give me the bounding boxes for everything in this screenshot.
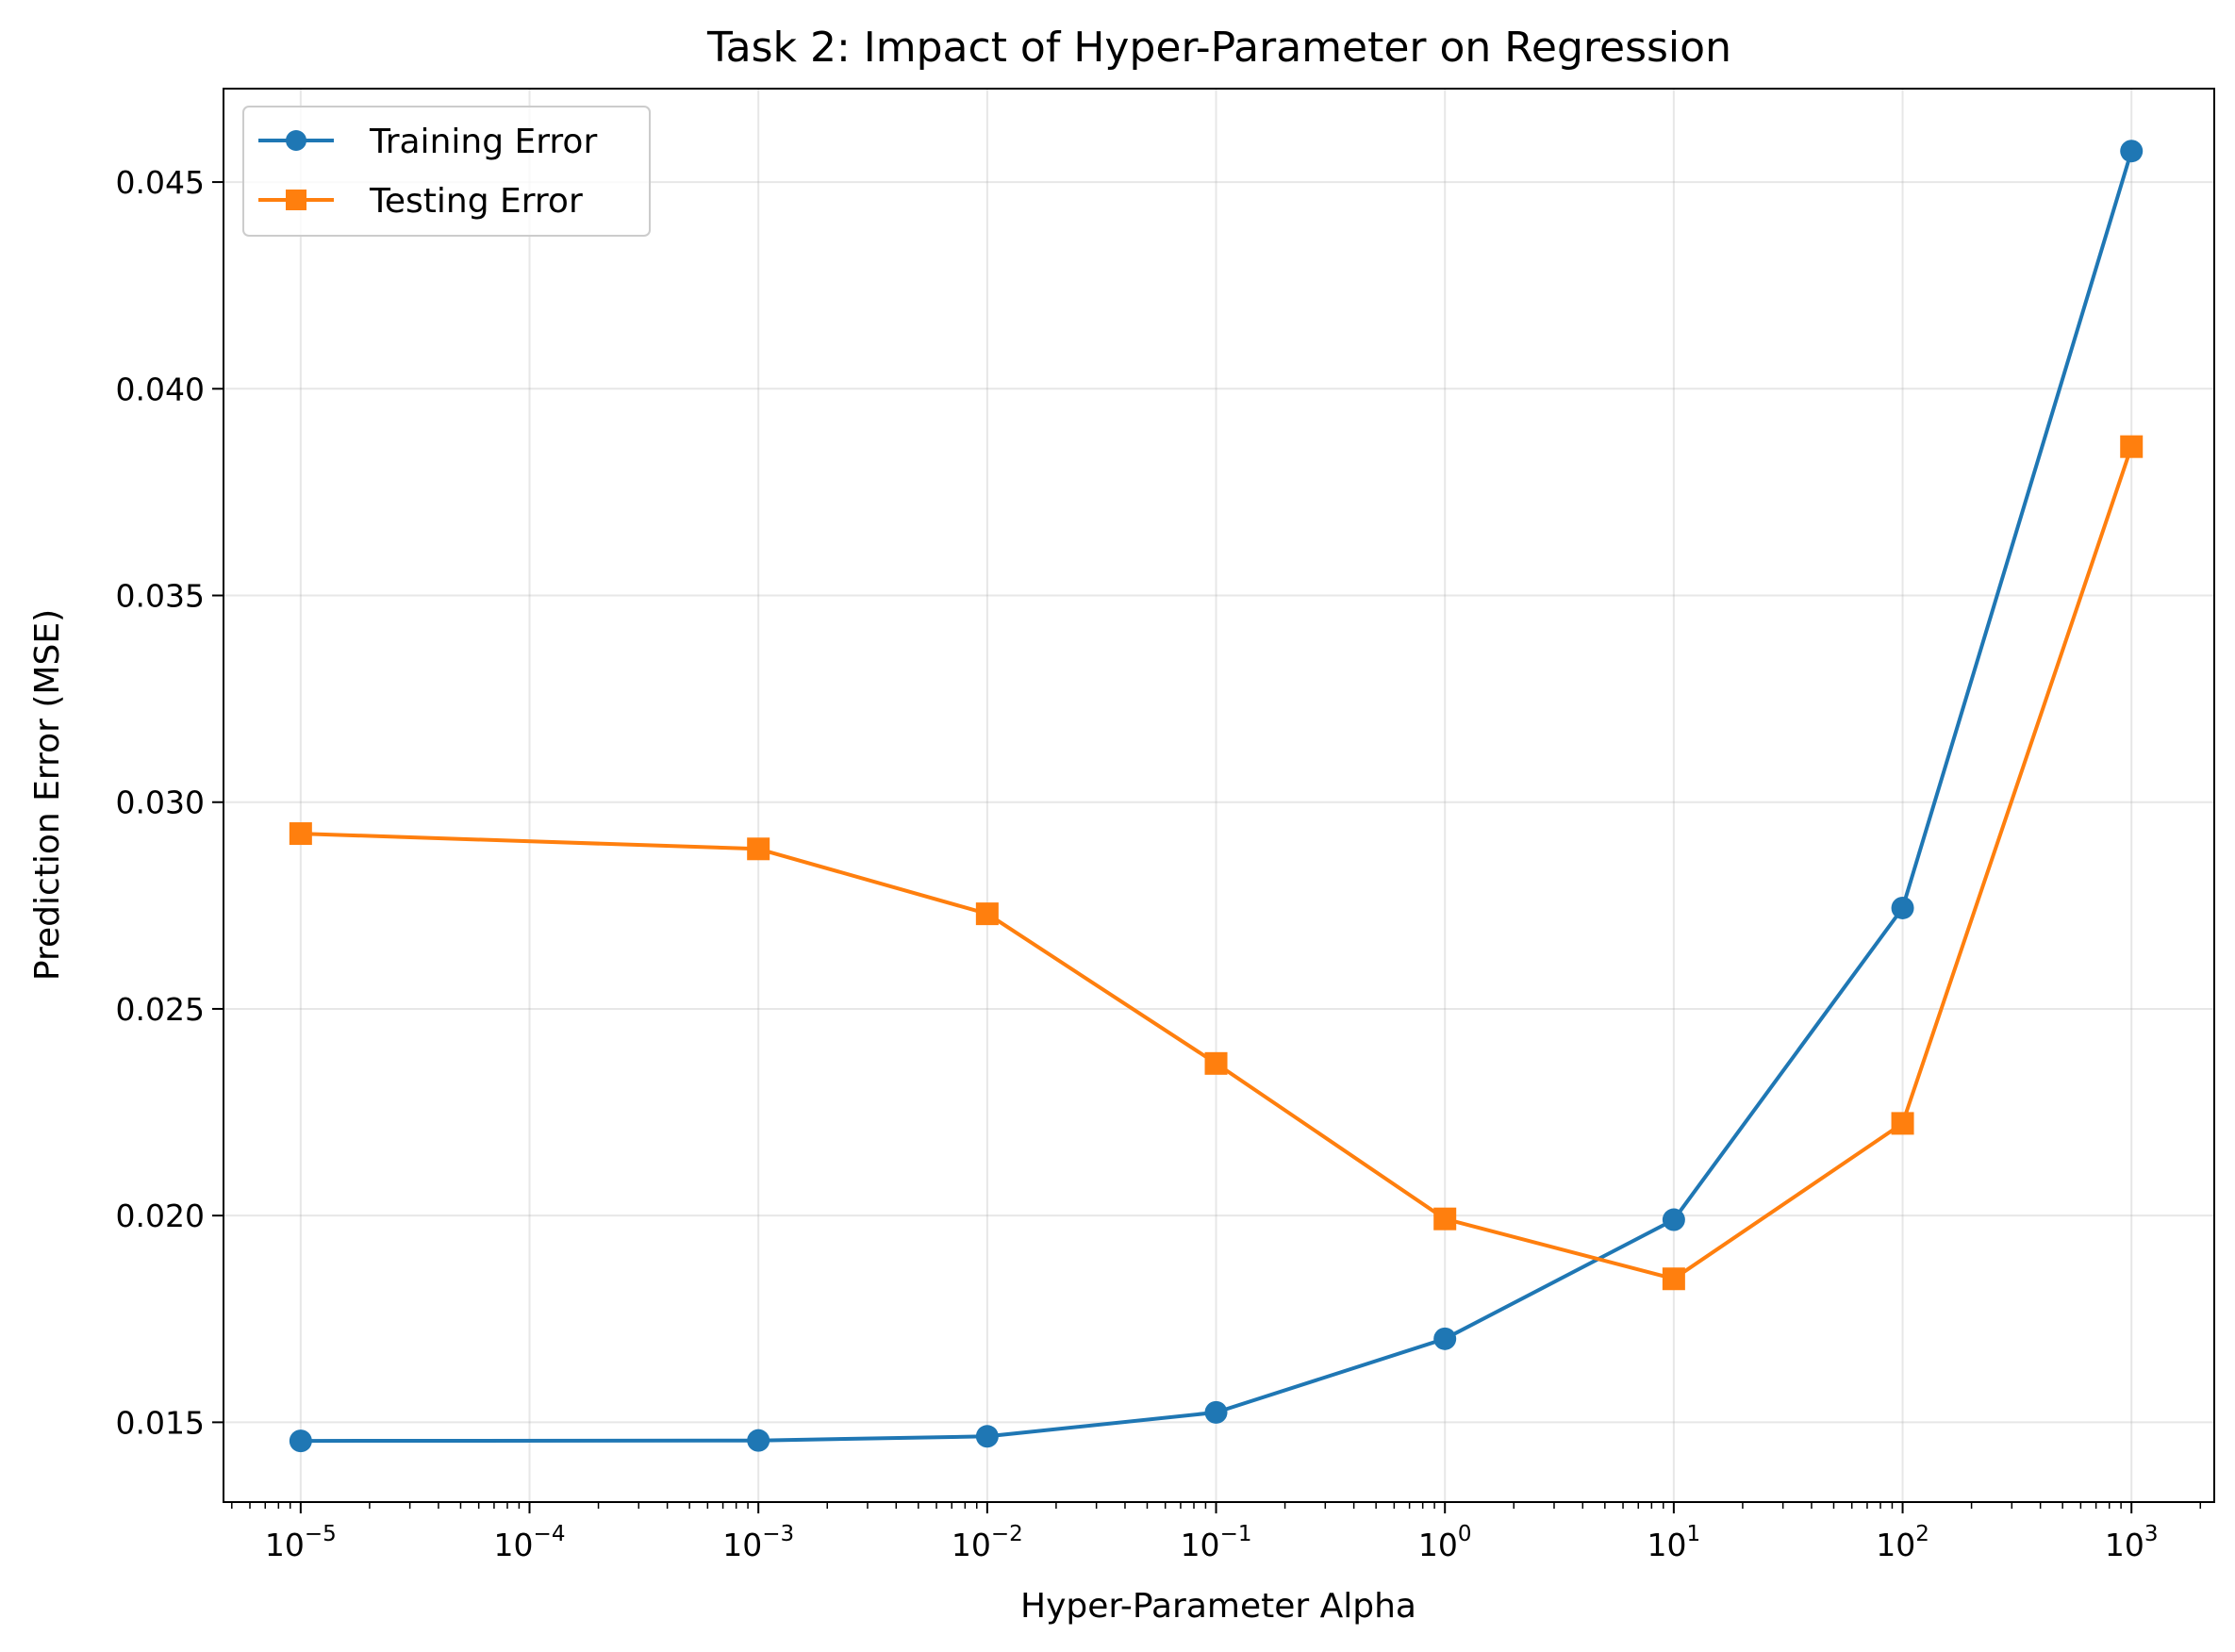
x-tick-label: 10−4 <box>494 1522 566 1563</box>
y-tick-label: 0.040 <box>116 371 205 407</box>
data-point-training <box>975 1425 999 1448</box>
x-tick-label: 102 <box>1876 1522 1929 1563</box>
grid <box>224 89 2214 1502</box>
data-point-testing <box>1891 1112 1914 1135</box>
legend-label-training: Training Error <box>369 123 597 161</box>
legend: Training Error Testing Error <box>242 106 651 237</box>
x-tick-label: 100 <box>1418 1522 1472 1563</box>
series-layer <box>289 140 2144 1453</box>
data-point-training <box>2120 140 2144 163</box>
x-tick-label: 10−2 <box>952 1522 1023 1563</box>
y-tick-label: 0.020 <box>116 1198 205 1234</box>
plot-frame <box>223 88 2215 1503</box>
x-tick-label: 10−1 <box>1181 1522 1252 1563</box>
data-point-testing <box>1433 1207 1457 1231</box>
axis-ticks: 10−5 10−4 10−3 10−2 10−1 100 101 102 103 0.015 0.0… <box>116 164 2159 1563</box>
data-point-training <box>1433 1327 1457 1350</box>
data-point-training <box>1204 1400 1228 1424</box>
data-point-testing <box>2120 435 2144 458</box>
y-tick-label: 0.045 <box>116 164 205 201</box>
y-tick-label: 0.015 <box>116 1404 205 1441</box>
data-point-testing <box>975 902 999 926</box>
data-point-training <box>747 1429 770 1452</box>
y-tick-label: 0.030 <box>116 785 205 821</box>
x-tick-label: 103 <box>2105 1522 2159 1563</box>
data-point-training <box>1662 1208 1685 1231</box>
y-tick-label: 0.035 <box>116 578 205 615</box>
data-point-training <box>1891 896 1914 919</box>
data-point-testing <box>1204 1051 1228 1075</box>
x-tick-label: 101 <box>1647 1522 1701 1563</box>
legend-label-testing: Testing Error <box>369 182 583 221</box>
series-line-training <box>300 150 2134 1444</box>
legend-box <box>242 106 651 237</box>
x-tick-label: 10−3 <box>722 1522 794 1563</box>
data-point-testing <box>289 822 312 846</box>
x-tick-label: 10−5 <box>265 1522 337 1563</box>
legend-marker-training <box>286 130 306 151</box>
data-point-training <box>289 1429 312 1453</box>
data-point-testing <box>1662 1267 1685 1291</box>
legend-marker-testing <box>286 190 306 210</box>
y-axis-label: Prediction Error (MSE) <box>28 609 67 981</box>
series-line-testing <box>300 446 2134 1281</box>
y-tick-label: 0.025 <box>116 991 205 1028</box>
chart-title: Task 2: Impact of Hyper-Parameter on Reg… <box>706 24 1731 72</box>
x-minor-ticks <box>231 1502 2202 1509</box>
x-axis-label: Hyper-Parameter Alpha <box>1020 1587 1416 1626</box>
data-point-testing <box>747 837 770 861</box>
